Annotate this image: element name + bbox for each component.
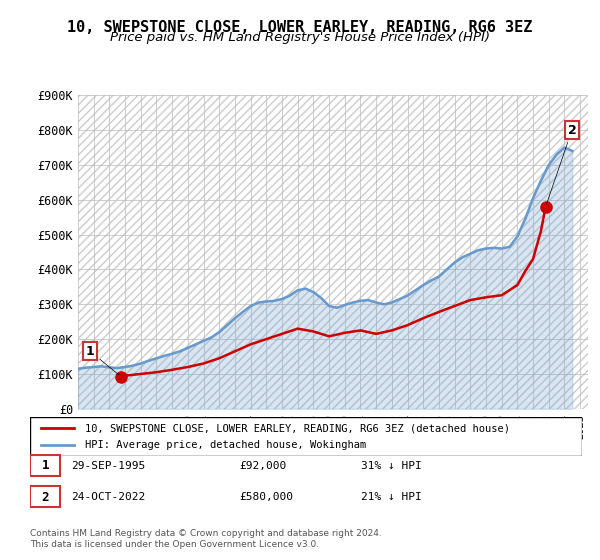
Text: 2: 2 bbox=[547, 124, 577, 204]
Text: 1: 1 bbox=[42, 459, 49, 473]
Text: 10, SWEPSTONE CLOSE, LOWER EARLEY, READING, RG6 3EZ (detached house): 10, SWEPSTONE CLOSE, LOWER EARLEY, READI… bbox=[85, 423, 510, 433]
Text: 2: 2 bbox=[42, 491, 49, 504]
Text: 10, SWEPSTONE CLOSE, LOWER EARLEY, READING, RG6 3EZ: 10, SWEPSTONE CLOSE, LOWER EARLEY, READI… bbox=[67, 20, 533, 35]
Text: 21% ↓ HPI: 21% ↓ HPI bbox=[361, 492, 422, 502]
Text: £92,000: £92,000 bbox=[240, 461, 287, 471]
Bar bbox=[30, 486, 61, 507]
Text: 31% ↓ HPI: 31% ↓ HPI bbox=[361, 461, 422, 471]
Text: HPI: Average price, detached house, Wokingham: HPI: Average price, detached house, Woki… bbox=[85, 440, 367, 450]
Text: Price paid vs. HM Land Registry's House Price Index (HPI): Price paid vs. HM Land Registry's House … bbox=[110, 31, 490, 44]
Text: 29-SEP-1995: 29-SEP-1995 bbox=[71, 461, 146, 471]
Bar bbox=[30, 455, 61, 476]
Text: 1: 1 bbox=[86, 345, 119, 375]
Text: 24-OCT-2022: 24-OCT-2022 bbox=[71, 492, 146, 502]
Text: £580,000: £580,000 bbox=[240, 492, 294, 502]
Text: Contains HM Land Registry data © Crown copyright and database right 2024.
This d: Contains HM Land Registry data © Crown c… bbox=[30, 529, 382, 549]
